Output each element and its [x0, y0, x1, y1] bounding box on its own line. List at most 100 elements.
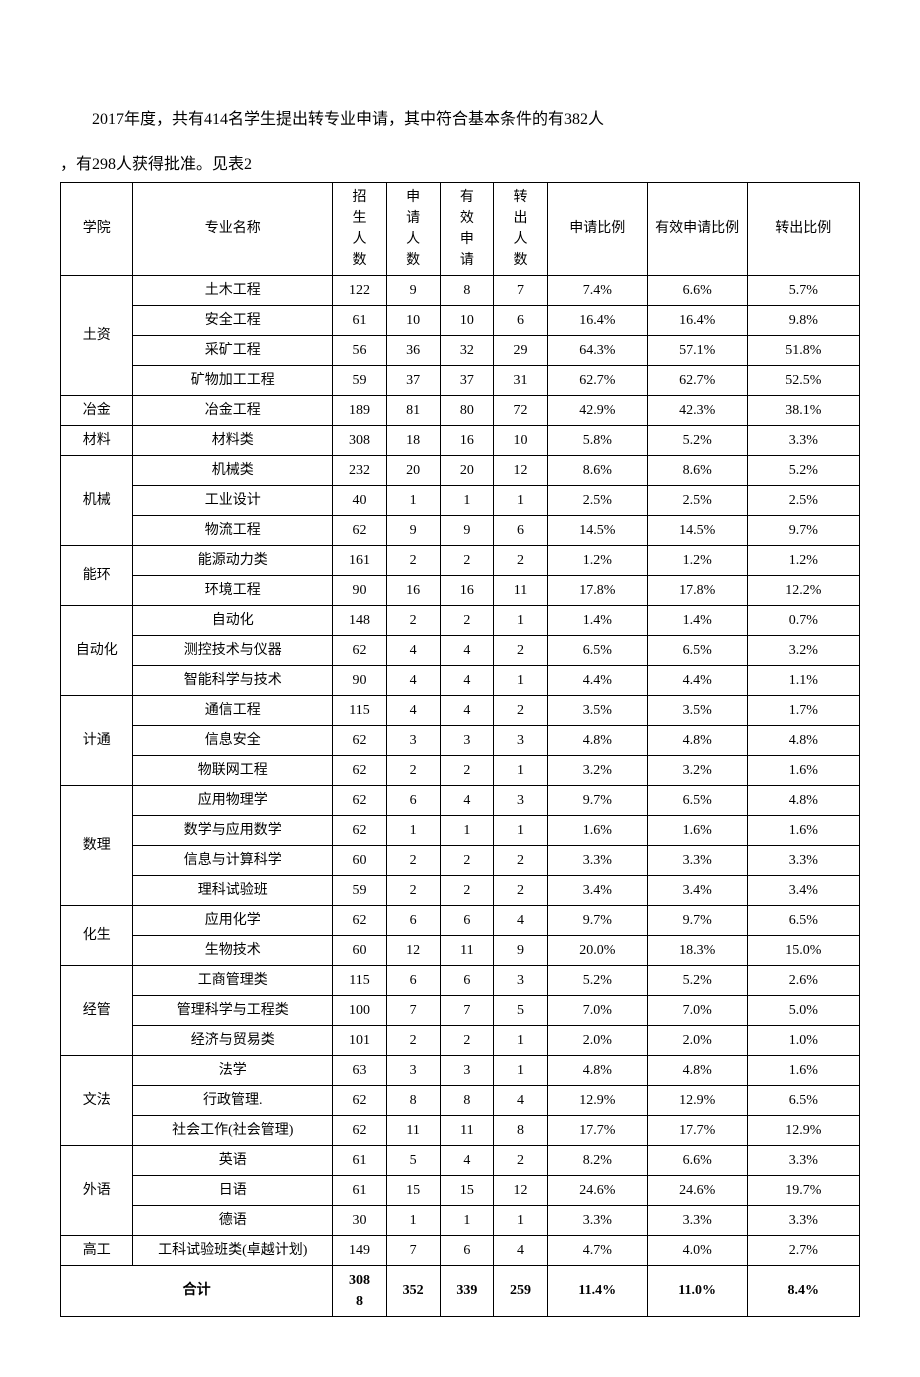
table-row: 高工工科试验班类(卓越计划)1497644.7%4.0%2.7%: [61, 1235, 860, 1265]
cell-value: 4.8%: [547, 1055, 647, 1085]
cell-value: 2: [386, 755, 440, 785]
cell-value: 2: [440, 875, 494, 905]
cell-value: 24.6%: [647, 1175, 747, 1205]
cell-total-value: 11.0%: [647, 1265, 747, 1316]
cell-value: 4: [440, 635, 494, 665]
cell-value: 32: [440, 335, 494, 365]
cell-value: 72: [494, 395, 548, 425]
cell-value: 6: [440, 905, 494, 935]
cell-value: 37: [386, 365, 440, 395]
cell-major: 社会工作(社会管理): [133, 1115, 333, 1145]
cell-value: 7.0%: [647, 995, 747, 1025]
cell-value: 29: [494, 335, 548, 365]
table-row: 日语6115151224.6%24.6%19.7%: [61, 1175, 860, 1205]
cell-major: 工科试验班类(卓越计划): [133, 1235, 333, 1265]
cell-dept: 自动化: [61, 605, 133, 695]
cell-value: 115: [333, 965, 387, 995]
table-total-row: 合计308835233925911.4%11.0%8.4%: [61, 1265, 860, 1316]
cell-value: 3: [440, 1055, 494, 1085]
cell-value: 4: [440, 665, 494, 695]
cell-value: 1.6%: [647, 815, 747, 845]
cell-value: 38.1%: [747, 395, 859, 425]
cell-value: 6.6%: [647, 1145, 747, 1175]
table-row: 环境工程9016161117.8%17.8%12.2%: [61, 575, 860, 605]
table-row: 文法法学633314.8%4.8%1.6%: [61, 1055, 860, 1085]
cell-value: 9: [440, 515, 494, 545]
cell-value: 4: [386, 695, 440, 725]
cell-major: 机械类: [133, 455, 333, 485]
cell-value: 4.0%: [647, 1235, 747, 1265]
cell-value: 6: [494, 305, 548, 335]
cell-value: 15: [440, 1175, 494, 1205]
table-row: 采矿工程5636322964.3%57.1%51.8%: [61, 335, 860, 365]
cell-value: 161: [333, 545, 387, 575]
cell-value: 2: [494, 875, 548, 905]
cell-value: 1.6%: [747, 815, 859, 845]
cell-major: 工商管理类: [133, 965, 333, 995]
cell-dept: 化生: [61, 905, 133, 965]
cell-value: 1: [440, 485, 494, 515]
cell-value: 2: [440, 545, 494, 575]
cell-value: 5: [494, 995, 548, 1025]
cell-value: 100: [333, 995, 387, 1025]
cell-major: 信息与计算科学: [133, 845, 333, 875]
cell-value: 62: [333, 1115, 387, 1145]
cell-major: 应用物理学: [133, 785, 333, 815]
cell-value: 2: [386, 875, 440, 905]
cell-value: 61: [333, 305, 387, 335]
cell-value: 3.3%: [547, 845, 647, 875]
cell-value: 2.0%: [647, 1025, 747, 1055]
cell-value: 4: [386, 635, 440, 665]
cell-value: 62: [333, 815, 387, 845]
cell-value: 62: [333, 755, 387, 785]
cell-value: 2: [440, 1025, 494, 1055]
cell-value: 3.5%: [547, 695, 647, 725]
th-out-pct: 转出比例: [747, 182, 859, 275]
cell-value: 24.6%: [547, 1175, 647, 1205]
cell-value: 7: [494, 275, 548, 305]
cell-value: 7: [386, 995, 440, 1025]
cell-total-value: 11.4%: [547, 1265, 647, 1316]
cell-value: 2.5%: [647, 485, 747, 515]
cell-value: 30: [333, 1205, 387, 1235]
cell-value: 2: [440, 605, 494, 635]
cell-value: 4.7%: [547, 1235, 647, 1265]
cell-value: 8.6%: [647, 455, 747, 485]
table-row: 理科试验班592223.4%3.4%3.4%: [61, 875, 860, 905]
cell-value: 7: [386, 1235, 440, 1265]
cell-major: 数学与应用数学: [133, 815, 333, 845]
cell-value: 61: [333, 1175, 387, 1205]
cell-major: 日语: [133, 1175, 333, 1205]
table-row: 工业设计401112.5%2.5%2.5%: [61, 485, 860, 515]
cell-value: 2: [386, 545, 440, 575]
cell-value: 6.5%: [647, 635, 747, 665]
cell-value: 90: [333, 575, 387, 605]
cell-value: 62: [333, 905, 387, 935]
cell-dept: 机械: [61, 455, 133, 545]
cell-value: 9.7%: [647, 905, 747, 935]
cell-value: 15: [386, 1175, 440, 1205]
cell-value: 6: [386, 965, 440, 995]
cell-value: 12: [386, 935, 440, 965]
cell-value: 149: [333, 1235, 387, 1265]
cell-value: 3.3%: [547, 1205, 647, 1235]
table-row: 生物技术601211920.0%18.3%15.0%: [61, 935, 860, 965]
cell-value: 80: [440, 395, 494, 425]
cell-dept: 能环: [61, 545, 133, 605]
cell-value: 1.6%: [747, 755, 859, 785]
cell-value: 1: [494, 665, 548, 695]
cell-value: 20: [440, 455, 494, 485]
cell-value: 10: [440, 305, 494, 335]
cell-major: 土木工程: [133, 275, 333, 305]
cell-value: 62: [333, 515, 387, 545]
cell-value: 36: [386, 335, 440, 365]
cell-value: 11: [494, 575, 548, 605]
cell-value: 8: [440, 1085, 494, 1115]
intro-text-1: 2017年度，共有414名学生提出转专业申请，其中符合基本条件的有382人: [60, 106, 860, 135]
cell-value: 8.6%: [547, 455, 647, 485]
cell-value: 81: [386, 395, 440, 425]
cell-value: 2.5%: [747, 485, 859, 515]
cell-value: 4.4%: [647, 665, 747, 695]
cell-value: 4.8%: [547, 725, 647, 755]
table-row: 机械机械类2322020128.6%8.6%5.2%: [61, 455, 860, 485]
